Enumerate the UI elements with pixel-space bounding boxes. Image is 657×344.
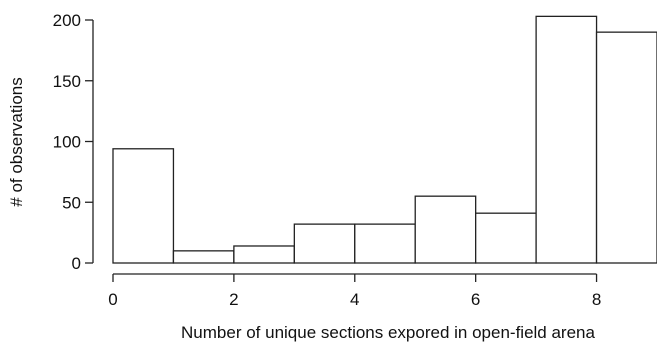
y-tick-label-4: 200 (53, 11, 81, 30)
x-tick-label-0: 0 (108, 290, 117, 309)
y-tick-label-2: 100 (53, 133, 81, 152)
histogram-bar-2 (233, 245, 295, 264)
y-axis-title: # of observations (7, 77, 26, 206)
x-axis: 0 2 4 6 8 (108, 273, 601, 309)
y-axis: 0 50 100 150 200 (53, 11, 94, 273)
x-tick-label-3: 6 (471, 290, 480, 309)
histogram-bar-0 (112, 148, 175, 264)
x-axis-title: Number of unique sections expored in ope… (181, 323, 595, 342)
histogram-bar-6 (475, 212, 537, 264)
histogram-bar-3 (293, 223, 356, 264)
histogram-bar-1 (172, 250, 235, 264)
x-tick-label-2: 4 (350, 290, 359, 309)
histogram-bar-7 (535, 15, 598, 264)
y-tick-label-3: 150 (53, 72, 81, 91)
y-tick-label-1: 50 (62, 193, 81, 212)
x-tick-label-4: 8 (592, 290, 601, 309)
histogram-bars (112, 15, 657, 264)
histogram-bar-4 (354, 223, 416, 264)
y-tick-label-0: 0 (72, 254, 81, 273)
histogram-bar-5 (414, 195, 477, 264)
histogram-bar-8 (595, 31, 657, 264)
x-tick-label-1: 2 (229, 290, 238, 309)
